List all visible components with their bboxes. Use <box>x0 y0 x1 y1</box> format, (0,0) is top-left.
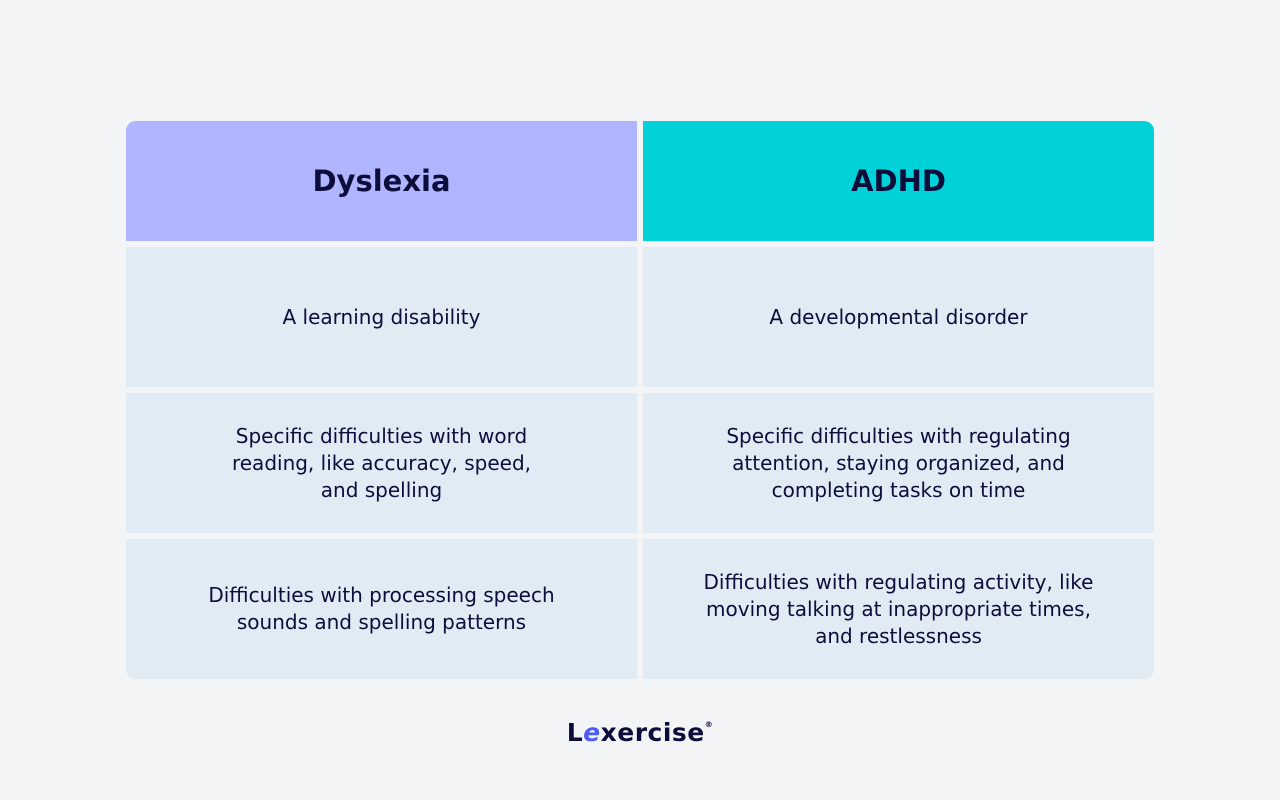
table-cell: Difficulties with processing speech soun… <box>126 539 637 679</box>
logo-text: xercise <box>600 718 705 747</box>
table-cell: A developmental disorder <box>643 247 1154 387</box>
logo-text: L <box>566 718 584 747</box>
header-adhd: ADHD <box>643 121 1154 241</box>
comparison-table: Dyslexia ADHD A learning disability A de… <box>126 121 1154 679</box>
logo-accent: e <box>583 718 601 747</box>
registered-mark: ® <box>704 720 714 729</box>
table-cell: A learning disability <box>126 247 637 387</box>
table-cell: Difficulties with regulating activity, l… <box>643 539 1154 679</box>
table-cell: Specific difficulties with regulating at… <box>643 393 1154 533</box>
lexercise-logo: Lexercise® <box>0 718 1280 747</box>
table-cell: Specific difficulties with word reading,… <box>126 393 637 533</box>
header-dyslexia: Dyslexia <box>126 121 637 241</box>
